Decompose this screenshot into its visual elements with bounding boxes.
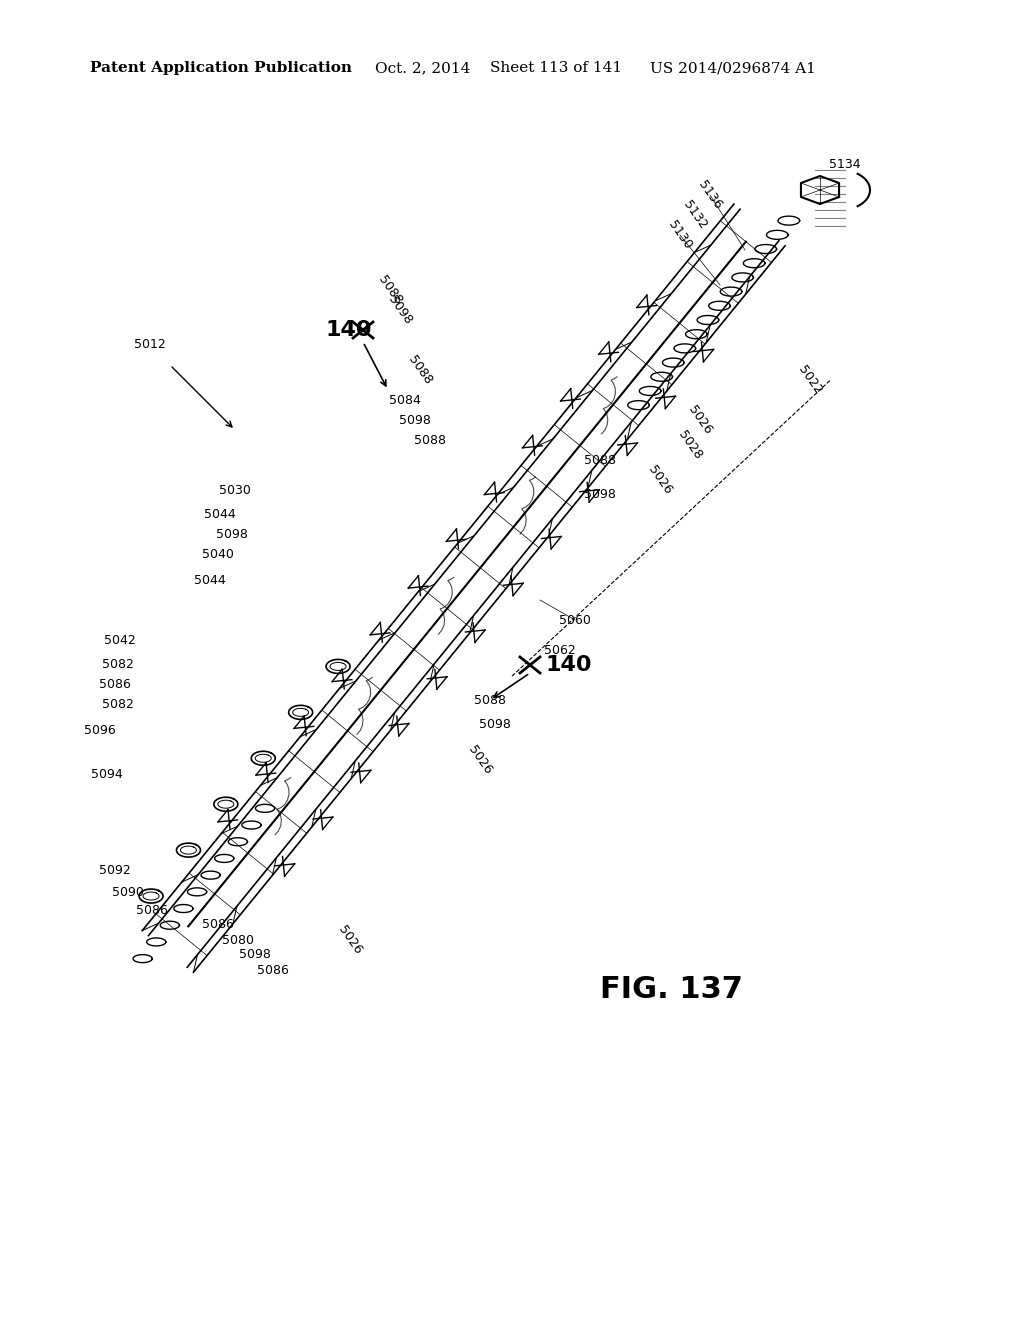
Text: 5086: 5086 (202, 919, 233, 932)
Text: 5130: 5130 (666, 218, 694, 252)
Text: US 2014/0296874 A1: US 2014/0296874 A1 (650, 61, 816, 75)
Text: 5090: 5090 (112, 887, 144, 899)
Text: 5136: 5136 (695, 178, 724, 211)
Text: 5088: 5088 (406, 354, 434, 387)
Text: 5098: 5098 (584, 488, 616, 502)
Text: 5098: 5098 (479, 718, 511, 731)
Text: 5082: 5082 (102, 698, 134, 711)
Text: 5086: 5086 (136, 903, 168, 916)
Text: 5044: 5044 (204, 508, 236, 521)
Text: 5098: 5098 (399, 413, 431, 426)
Text: 5096: 5096 (84, 723, 116, 737)
Text: 5098: 5098 (239, 949, 271, 961)
Text: 5132: 5132 (681, 198, 710, 232)
Text: 5062: 5062 (544, 644, 575, 656)
Text: 5098: 5098 (385, 293, 415, 327)
Text: 5060: 5060 (559, 614, 591, 627)
Text: 5012: 5012 (134, 338, 166, 351)
Text: 5042: 5042 (104, 634, 136, 647)
Text: 5026: 5026 (686, 404, 715, 437)
Text: 5086: 5086 (257, 964, 289, 977)
Text: 5088: 5088 (414, 433, 446, 446)
Text: 5026: 5026 (336, 923, 365, 957)
Text: 5086: 5086 (99, 678, 131, 692)
Text: 5022: 5022 (796, 363, 824, 397)
Text: 5028: 5028 (676, 428, 705, 462)
Text: 5030: 5030 (219, 483, 251, 496)
Text: 5082: 5082 (102, 659, 134, 672)
Text: Sheet 113 of 141: Sheet 113 of 141 (490, 61, 623, 75)
Text: FIG. 137: FIG. 137 (600, 975, 742, 1005)
Text: 5026: 5026 (466, 743, 495, 776)
Text: 5092: 5092 (99, 863, 131, 876)
Text: 5088: 5088 (376, 273, 404, 306)
Text: 5098: 5098 (216, 528, 248, 541)
Text: Patent Application Publication: Patent Application Publication (90, 61, 352, 75)
Text: 5084: 5084 (389, 393, 421, 407)
Text: 5044: 5044 (195, 573, 226, 586)
Text: 5040: 5040 (202, 549, 233, 561)
Text: 140: 140 (545, 655, 592, 675)
Text: 5134: 5134 (829, 158, 861, 172)
Text: 5094: 5094 (91, 768, 123, 781)
Text: 5026: 5026 (645, 463, 675, 496)
Text: 140: 140 (325, 319, 372, 341)
Text: 5088: 5088 (474, 693, 506, 706)
Text: 5088: 5088 (584, 454, 616, 466)
Text: 5080: 5080 (222, 933, 254, 946)
Text: Oct. 2, 2014: Oct. 2, 2014 (375, 61, 470, 75)
